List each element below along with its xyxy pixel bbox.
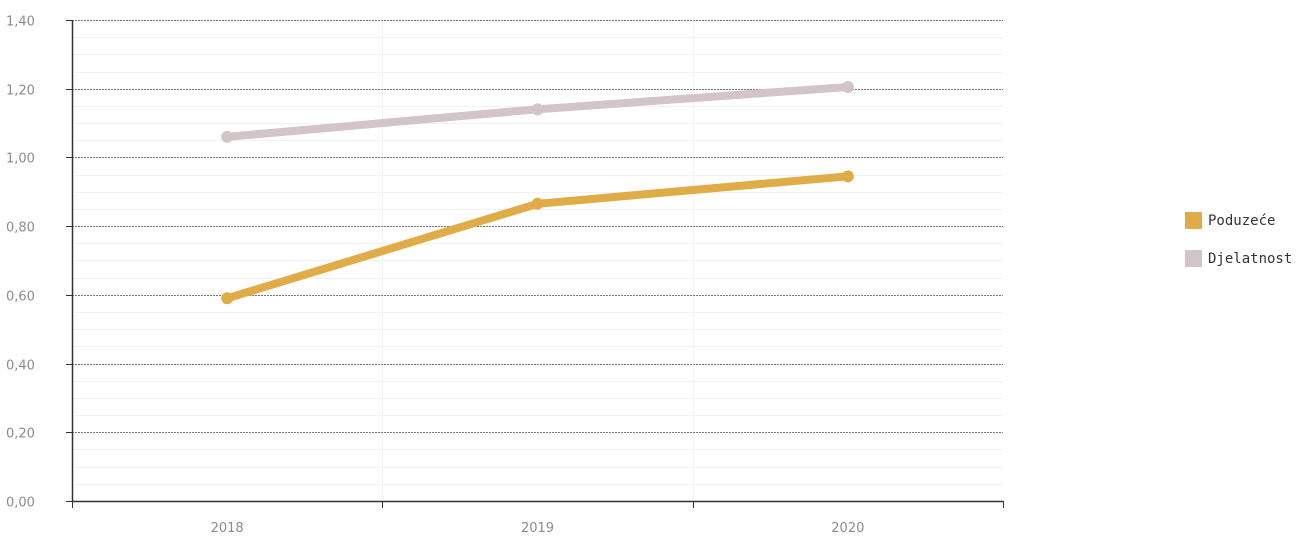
legend-item-poduzece[interactable]: Poduzeće xyxy=(1185,208,1292,233)
series-line-0 xyxy=(223,172,852,303)
legend-label-poduzece: Poduzeće xyxy=(1208,212,1276,229)
y-tick-label: 1,20 xyxy=(6,84,35,99)
series-layer xyxy=(221,80,854,305)
legend-item-djelatnost[interactable]: Djelatnost xyxy=(1185,246,1292,271)
minor-gridlines xyxy=(72,20,1003,502)
series-0-point-0[interactable] xyxy=(221,292,234,305)
x-axis-tick-labels: 2018 2019 2020 xyxy=(211,521,865,536)
y-tick-label: 1,00 xyxy=(6,152,35,167)
y-axis-tick-labels: 0,00 0,20 0,40 0,60 0,80 1,00 1,20 1,40 xyxy=(6,15,35,511)
y-tick-label: 0,80 xyxy=(6,221,35,236)
series-1-point-0[interactable] xyxy=(221,130,234,143)
series-1-point-2[interactable] xyxy=(841,80,854,93)
y-tick-label: 0,40 xyxy=(6,359,35,374)
legend: Poduzeće Djelatnost xyxy=(1185,208,1292,284)
x-tick-label: 2018 xyxy=(211,521,244,536)
axes xyxy=(66,20,1004,508)
y-tick-label: 0,60 xyxy=(6,290,35,305)
x-tick-label: 2019 xyxy=(521,521,554,536)
legend-swatch-poduzece xyxy=(1185,212,1202,229)
series-0-point-1[interactable] xyxy=(531,197,544,210)
y-tick-label: 1,40 xyxy=(6,15,35,30)
legend-label-djelatnost: Djelatnost xyxy=(1208,250,1293,267)
x-tick-label: 2020 xyxy=(831,521,864,536)
series-1-point-1[interactable] xyxy=(531,103,544,116)
y-tick-label: 0,20 xyxy=(6,427,35,442)
legend-swatch-djelatnost xyxy=(1185,250,1202,267)
y-tick-label: 0,00 xyxy=(6,496,35,511)
series-0-point-2[interactable] xyxy=(841,170,854,183)
